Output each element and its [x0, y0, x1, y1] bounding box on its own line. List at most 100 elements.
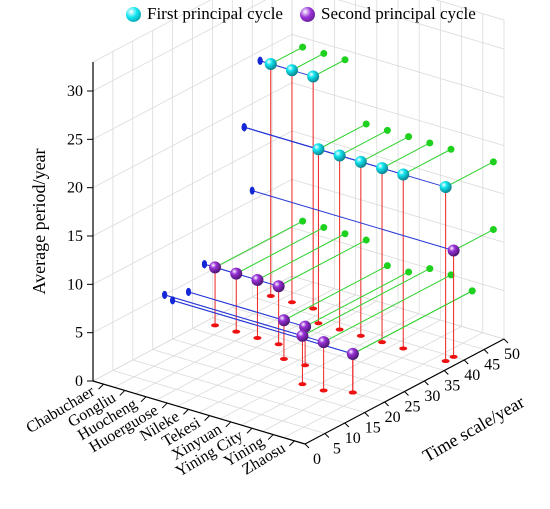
station-axis-line	[92, 380, 306, 445]
time-tick-label: 30	[424, 388, 440, 405]
time-tick	[483, 349, 489, 354]
projection-marker-back	[489, 226, 497, 234]
projection-marker-floor	[399, 346, 408, 351]
projection-marker-back	[299, 43, 307, 51]
projection-marker-side	[201, 260, 207, 269]
station-tick	[140, 396, 147, 403]
time-tick	[324, 433, 330, 438]
data-point-first	[312, 143, 325, 156]
time-tick	[344, 422, 350, 428]
axes	[87, 62, 509, 449]
legend-item-first: First principal cycle	[126, 4, 283, 24]
projection-marker-back	[320, 49, 328, 57]
time-tick	[463, 359, 469, 365]
time-tick-label: 40	[464, 367, 480, 384]
data-point-first	[333, 149, 346, 162]
time-tick-label: 20	[385, 409, 401, 426]
projection-marker-back	[468, 287, 476, 295]
projection-marker-side	[249, 186, 255, 195]
projection-marker-floor	[449, 354, 458, 359]
projection-line-back	[278, 239, 367, 287]
projection-marker-side	[257, 56, 263, 65]
projection-marker-floor	[287, 300, 296, 305]
projection-marker-back	[405, 268, 413, 276]
projection-marker-back	[341, 56, 349, 64]
data-point-second	[272, 280, 285, 293]
grid-line	[92, 275, 293, 382]
projection-marker-back	[489, 158, 497, 166]
legend-marker-first	[126, 6, 141, 22]
time-tick-label: 50	[504, 346, 520, 363]
projection-line-back	[283, 265, 388, 321]
time-tick-label: 45	[484, 357, 500, 374]
projection-marker-floor	[301, 363, 310, 368]
station-tick	[98, 383, 104, 390]
data-point-second	[277, 314, 290, 327]
data-point-first	[307, 70, 320, 83]
projection-marker-floor	[279, 356, 288, 361]
projection-marker-side	[241, 123, 247, 132]
time-tick	[364, 412, 370, 417]
grid-line	[283, 332, 483, 439]
grid-line	[156, 294, 356, 401]
time-tick	[424, 380, 429, 386]
projection-marker-back	[383, 262, 391, 270]
time-tick-label: 5	[333, 441, 341, 458]
projection-marker-floor	[298, 382, 307, 387]
projection-marker-back	[341, 230, 349, 238]
time-tick	[304, 443, 310, 449]
data-point-first	[376, 162, 389, 175]
station-tick	[267, 434, 274, 440]
projection-marker-floor	[253, 335, 262, 340]
projection-marker-floor	[274, 342, 283, 347]
projection-marker-side	[170, 296, 176, 305]
projection-marker-back	[426, 265, 434, 273]
projection-marker-floor	[441, 359, 450, 364]
projection-marker-floor	[356, 333, 365, 338]
projection-line-back	[304, 271, 409, 328]
projection-marker-back	[405, 133, 413, 141]
projection-marker-back	[299, 217, 307, 225]
projection-marker-side	[162, 290, 168, 299]
projection-marker-back	[383, 126, 391, 134]
grid-line	[198, 307, 399, 413]
projection-line-back	[339, 129, 388, 156]
grid-lines	[92, 0, 505, 445]
projection-line-back	[236, 227, 325, 275]
data-point-first	[354, 155, 367, 168]
projection-line-back	[270, 46, 303, 65]
period-tick-label: 25	[67, 131, 83, 148]
data-point-second	[299, 320, 312, 333]
time-tick-label: 10	[345, 430, 361, 447]
projection-marker-floor	[378, 340, 387, 345]
data-point-second	[346, 347, 359, 360]
projection-line-back	[403, 148, 452, 175]
data-point-second	[296, 329, 309, 342]
projection-marker-floor	[211, 323, 220, 328]
legend-label-first: First principal cycle	[147, 4, 283, 23]
legend-marker-second	[300, 6, 315, 22]
data-point-first	[397, 168, 410, 181]
projection-marker-floor	[314, 321, 323, 326]
projection-marker-floor	[348, 390, 357, 395]
projection-line-back	[360, 136, 409, 163]
period-tick-label: 15	[67, 228, 83, 245]
data-point-second	[230, 267, 243, 280]
data-point-first	[439, 181, 452, 194]
station-tick	[289, 440, 295, 447]
station-tick	[204, 415, 210, 422]
grid-line	[241, 319, 441, 426]
projection-marker-floor	[309, 306, 318, 311]
grid-line	[135, 288, 335, 394]
projection-line-back	[323, 274, 452, 343]
projection-line-back	[257, 233, 346, 281]
time-tick-label: 15	[365, 420, 381, 437]
projection-line-back	[312, 59, 346, 77]
projection-line-back	[318, 123, 367, 150]
time-tick	[404, 391, 409, 396]
data-point-first	[285, 64, 298, 77]
period-tick-label: 5	[75, 325, 83, 342]
station-tick	[161, 402, 168, 409]
projection-line-back	[381, 142, 431, 169]
